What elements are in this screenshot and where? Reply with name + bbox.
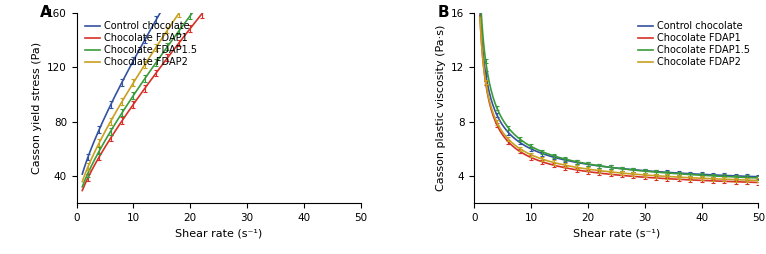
Line: Chocolate FDAP1: Chocolate FDAP1	[82, 0, 361, 190]
Control chocolate	[754, 175, 763, 178]
Text: B: B	[437, 5, 449, 20]
Chocolate FDAP1	[646, 176, 655, 179]
Line: Control chocolate: Control chocolate	[480, 9, 758, 177]
Line: Control chocolate: Control chocolate	[82, 0, 361, 174]
Line: Chocolate FDAP1.5: Chocolate FDAP1.5	[480, 0, 758, 178]
Chocolate FDAP2	[476, 33, 486, 36]
Legend: Control chocolate, Chocolate FDAP1, Chocolate FDAP1.5, Chocolate FDAP2: Control chocolate, Chocolate FDAP1, Choc…	[81, 18, 201, 71]
Line: Chocolate FDAP1: Chocolate FDAP1	[480, 15, 758, 182]
Chocolate FDAP2	[646, 174, 655, 177]
Chocolate FDAP1	[79, 187, 88, 190]
Chocolate FDAP1.5	[79, 183, 88, 186]
Y-axis label: Casson plastic viscosity (Pa·s): Casson plastic viscosity (Pa·s)	[436, 25, 446, 191]
Chocolate FDAP1	[77, 189, 87, 192]
Chocolate FDAP2	[754, 179, 763, 182]
Control chocolate	[646, 170, 655, 173]
Chocolate FDAP2	[79, 178, 88, 181]
X-axis label: Shear rate (s⁻¹): Shear rate (s⁻¹)	[175, 229, 262, 239]
Chocolate FDAP1.5	[754, 177, 763, 180]
Chocolate FDAP1	[641, 176, 650, 179]
Chocolate FDAP2	[640, 173, 650, 177]
Y-axis label: Casson yield stress (Pa): Casson yield stress (Pa)	[31, 42, 41, 174]
Chocolate FDAP1.5	[710, 174, 719, 178]
Chocolate FDAP2	[728, 178, 737, 181]
Control chocolate	[641, 169, 650, 172]
Legend: Control chocolate, Chocolate FDAP1, Chocolate FDAP1.5, Chocolate FDAP2: Control chocolate, Chocolate FDAP1, Choc…	[634, 18, 754, 71]
Chocolate FDAP1.5	[640, 170, 650, 173]
Text: A: A	[40, 5, 51, 20]
Chocolate FDAP1.5	[476, 5, 486, 8]
Control chocolate	[710, 173, 719, 177]
Control chocolate	[476, 24, 486, 27]
Control chocolate	[476, 8, 485, 11]
Chocolate FDAP1.5	[77, 185, 87, 188]
Chocolate FDAP1	[728, 180, 737, 183]
Chocolate FDAP1	[476, 31, 486, 35]
Control chocolate	[79, 169, 88, 172]
Chocolate FDAP1.5	[646, 170, 655, 173]
Control chocolate	[77, 172, 87, 176]
Line: Chocolate FDAP2: Chocolate FDAP2	[82, 0, 361, 182]
Chocolate FDAP1.5	[641, 170, 650, 173]
Chocolate FDAP1	[640, 176, 650, 179]
Line: Chocolate FDAP2: Chocolate FDAP2	[480, 18, 758, 180]
Control chocolate	[728, 174, 737, 177]
Chocolate FDAP1.5	[728, 175, 737, 178]
Chocolate FDAP2	[476, 16, 485, 19]
Control chocolate	[640, 169, 650, 172]
Chocolate FDAP1	[476, 14, 485, 17]
Chocolate FDAP2	[77, 180, 87, 183]
Chocolate FDAP1	[710, 179, 719, 182]
Chocolate FDAP1	[754, 181, 763, 184]
Chocolate FDAP2	[710, 177, 719, 180]
Line: Chocolate FDAP1.5: Chocolate FDAP1.5	[82, 0, 361, 187]
X-axis label: Shear rate (s⁻¹): Shear rate (s⁻¹)	[573, 229, 660, 239]
Chocolate FDAP2	[641, 173, 650, 177]
